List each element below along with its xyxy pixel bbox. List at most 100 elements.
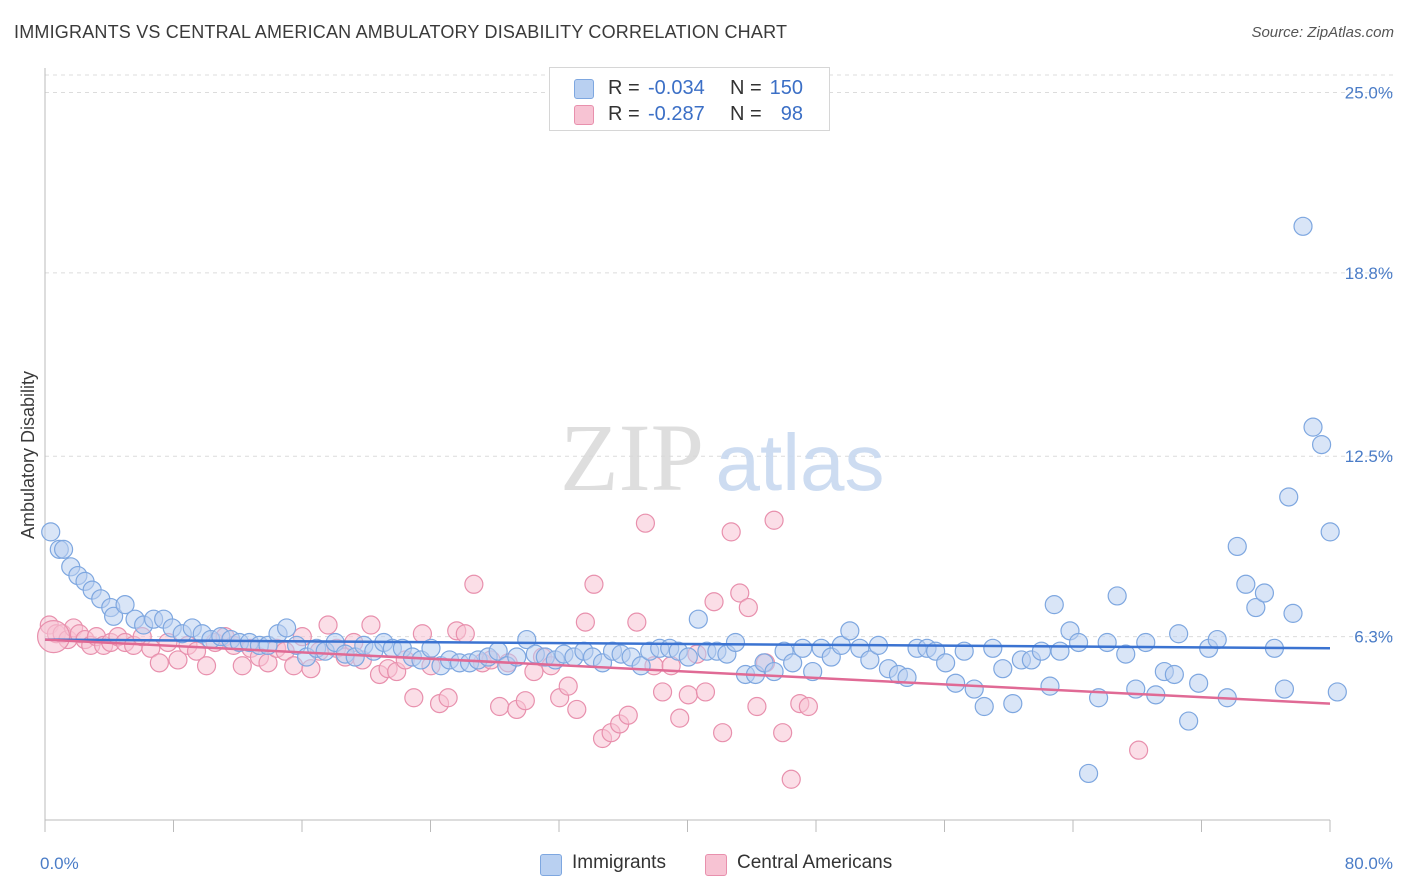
chart-title: IMMIGRANTS VS CENTRAL AMERICAN AMBULATOR… bbox=[14, 22, 788, 42]
data-point bbox=[276, 618, 297, 638]
data-point bbox=[1254, 583, 1275, 603]
trend-line-immigrants bbox=[44, 638, 1331, 650]
legend-r-value: -0.034 bbox=[648, 77, 705, 99]
legend-r-label: R = bbox=[608, 77, 640, 99]
data-point bbox=[1320, 522, 1340, 542]
data-point-cluster bbox=[36, 620, 71, 654]
data-point bbox=[793, 638, 813, 658]
data-point bbox=[695, 682, 716, 702]
data-point bbox=[721, 522, 741, 542]
data-point bbox=[747, 696, 767, 717]
bottom-legend-label-central-americans: Central Americans bbox=[737, 852, 893, 873]
data-point bbox=[964, 679, 984, 699]
data-point bbox=[704, 592, 724, 612]
source-label: Source: ZipAtlas.com bbox=[1251, 24, 1394, 41]
x-tick-min: 0.0% bbox=[40, 854, 79, 873]
data-point bbox=[515, 691, 535, 711]
legend-n-label: N = bbox=[730, 77, 762, 99]
data-point bbox=[773, 723, 793, 743]
bottom-legend-label-immigrants: Immigrants bbox=[572, 852, 666, 873]
data-point bbox=[670, 708, 690, 728]
data-point bbox=[635, 513, 656, 533]
data-point bbox=[168, 650, 188, 670]
data-point bbox=[455, 624, 475, 644]
data-point bbox=[840, 621, 860, 641]
data-point bbox=[41, 522, 61, 542]
data-point bbox=[1164, 664, 1184, 685]
data-point bbox=[936, 653, 956, 673]
data-point bbox=[1311, 434, 1332, 455]
data-point bbox=[652, 682, 673, 702]
data-point bbox=[783, 653, 803, 673]
data-point bbox=[507, 647, 527, 667]
data-point bbox=[678, 647, 698, 667]
data-point bbox=[1003, 693, 1023, 714]
data-point bbox=[618, 705, 638, 725]
legend-row-central-americans: R = -0.287 N = 98 bbox=[550, 101, 829, 127]
legend-n-label: N = bbox=[730, 103, 762, 125]
legend-n-value: 150 bbox=[769, 77, 803, 99]
data-point bbox=[584, 574, 604, 594]
trend-line-central-americans bbox=[44, 638, 1331, 705]
y-axis-label: Ambulatory Disability bbox=[18, 371, 38, 539]
data-point bbox=[1236, 574, 1256, 594]
data-point bbox=[1169, 624, 1189, 644]
bottom-legend-swatch-immigrants bbox=[540, 854, 562, 876]
legend-r-label: R = bbox=[608, 103, 640, 125]
trend-lines bbox=[44, 638, 1331, 705]
data-point bbox=[764, 510, 784, 530]
data-point bbox=[974, 696, 994, 717]
data-point bbox=[1044, 595, 1064, 615]
data-point bbox=[1227, 536, 1247, 557]
data-point bbox=[1050, 641, 1070, 661]
data-point bbox=[1068, 632, 1089, 653]
axes bbox=[44, 68, 1331, 832]
data-point bbox=[798, 696, 818, 717]
watermark-atlas: atlas bbox=[716, 418, 885, 507]
data-point bbox=[464, 574, 484, 594]
data-point bbox=[860, 650, 880, 670]
y-tick-labels: 6.3% 12.5% 18.8% 25.0% bbox=[1345, 83, 1393, 646]
y-tick-label: 18.8% bbox=[1345, 264, 1393, 283]
data-point bbox=[1246, 597, 1266, 618]
legend-n-value: 98 bbox=[780, 103, 803, 125]
data-point bbox=[567, 699, 587, 720]
y-tick-label: 6.3% bbox=[1354, 628, 1393, 647]
correlation-legend: R = -0.034 N = 150 R = -0.287 N = 98 bbox=[549, 67, 830, 131]
data-point bbox=[1031, 641, 1052, 661]
data-point bbox=[688, 609, 708, 629]
data-point bbox=[232, 656, 252, 676]
data-point bbox=[1279, 487, 1299, 507]
data-point bbox=[1097, 632, 1117, 653]
data-point bbox=[1179, 711, 1199, 731]
y-tick-label: 12.5% bbox=[1345, 447, 1393, 466]
data-point bbox=[1274, 679, 1295, 699]
data-point bbox=[104, 606, 124, 626]
data-point bbox=[438, 688, 458, 708]
data-point bbox=[764, 661, 784, 682]
data-point bbox=[1293, 216, 1313, 236]
data-point bbox=[1283, 603, 1303, 623]
data-point bbox=[678, 685, 698, 705]
data-point bbox=[946, 673, 966, 693]
data-point bbox=[1207, 629, 1227, 650]
data-point bbox=[196, 656, 217, 676]
watermark-zip: ZIP bbox=[560, 404, 704, 511]
data-point bbox=[421, 638, 441, 658]
data-point bbox=[1189, 673, 1209, 693]
data-point bbox=[1136, 632, 1156, 653]
data-point bbox=[404, 688, 424, 708]
data-point bbox=[149, 653, 169, 673]
data-point bbox=[738, 597, 758, 618]
data-point bbox=[490, 696, 510, 717]
data-point bbox=[730, 583, 750, 603]
legend-row-immigrants: R = -0.034 N = 150 bbox=[550, 75, 829, 101]
bottom-legend-swatch-central-americans bbox=[705, 854, 727, 876]
data-point bbox=[993, 659, 1013, 679]
data-point bbox=[1040, 676, 1060, 696]
data-point bbox=[318, 615, 338, 635]
data-point bbox=[575, 612, 595, 632]
data-point bbox=[803, 661, 823, 682]
data-point bbox=[1107, 586, 1127, 606]
